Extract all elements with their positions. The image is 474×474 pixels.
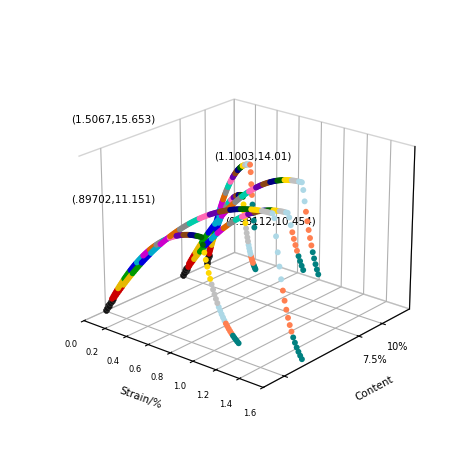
Text: (0.98112,10.454): (0.98112,10.454) [225,217,315,227]
Y-axis label: Content: Content [353,374,395,403]
Text: (1.1003,14.01): (1.1003,14.01) [214,151,291,161]
Text: (.89702,11.151): (.89702,11.151) [72,195,155,205]
X-axis label: Strain/%: Strain/% [118,385,164,410]
Text: (1.5067,15.653): (1.5067,15.653) [72,115,155,125]
